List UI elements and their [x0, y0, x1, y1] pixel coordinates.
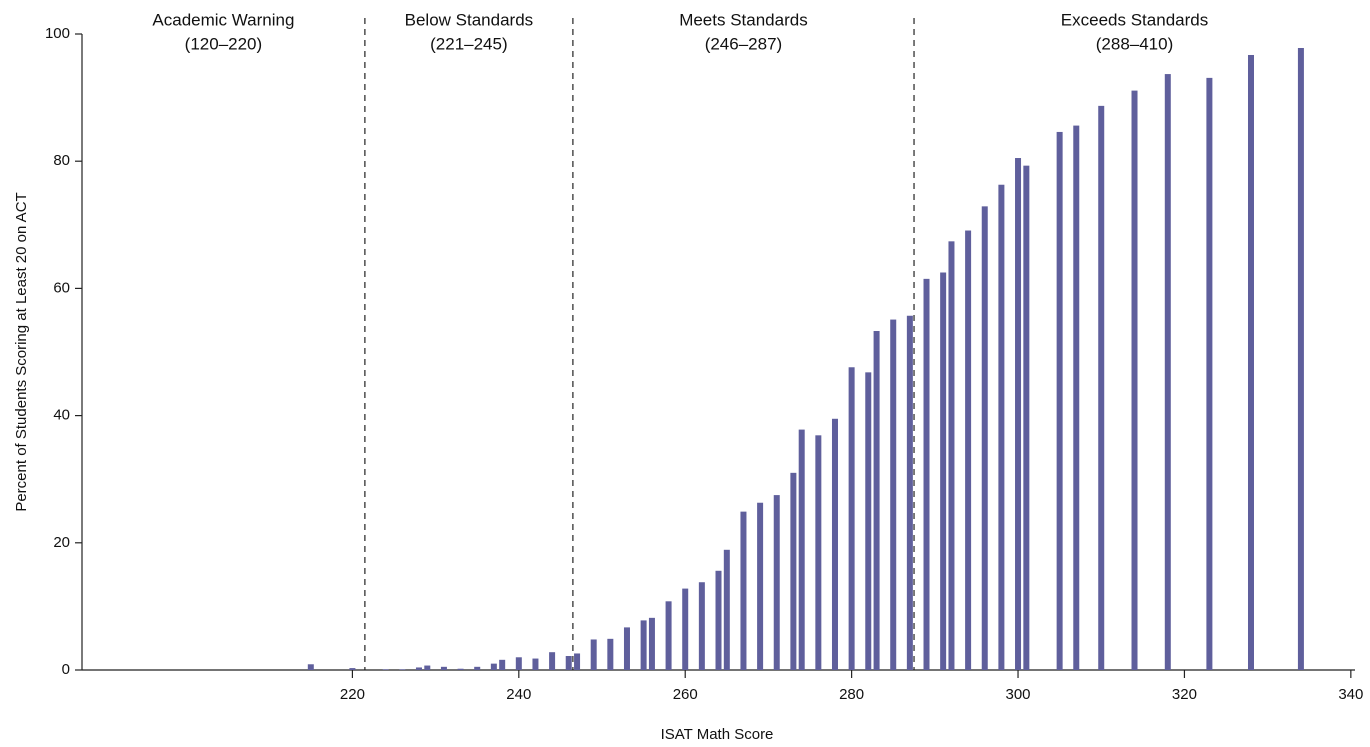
bar	[490, 663, 497, 670]
bar	[607, 638, 614, 670]
bar	[1247, 54, 1254, 671]
bar	[798, 429, 805, 670]
x-tick-label: 260	[673, 686, 698, 703]
band-label: Academic Warning	[152, 10, 294, 29]
bar	[1164, 74, 1171, 671]
bar	[457, 668, 464, 670]
bar	[682, 588, 689, 670]
y-tick-label: 20	[53, 534, 70, 551]
bar	[532, 658, 539, 670]
bar	[424, 665, 431, 670]
x-tick-label: 300	[1006, 686, 1031, 703]
bar	[474, 666, 481, 670]
bar	[623, 627, 630, 670]
bar	[440, 666, 447, 670]
bar	[1056, 131, 1063, 671]
bar	[1098, 105, 1105, 671]
band-range: (288–410)	[1096, 34, 1174, 53]
bar	[549, 652, 556, 670]
bar	[382, 669, 389, 670]
bar	[948, 241, 955, 670]
bar	[890, 319, 897, 670]
bar	[757, 502, 764, 670]
bar	[965, 230, 972, 671]
bar	[815, 435, 822, 670]
bar	[740, 511, 747, 670]
bar	[574, 653, 581, 670]
bar	[640, 620, 647, 670]
bar	[998, 184, 1005, 670]
x-tick-label: 320	[1172, 686, 1197, 703]
x-axis-title: ISAT Math Score	[661, 726, 774, 743]
band-range: (221–245)	[430, 34, 508, 53]
bar	[399, 669, 406, 670]
y-tick-label: 40	[53, 407, 70, 424]
bar	[307, 664, 314, 670]
x-tick-label: 280	[839, 686, 864, 703]
y-tick-label: 80	[53, 152, 70, 169]
bar	[565, 656, 572, 670]
bar	[415, 667, 422, 670]
bar	[1073, 125, 1080, 671]
x-tick-label: 220	[340, 686, 365, 703]
y-tick-label: 100	[45, 25, 70, 42]
bar	[1297, 47, 1304, 670]
bar	[923, 278, 930, 670]
bar	[665, 601, 672, 670]
bar	[1015, 158, 1022, 670]
bar	[515, 657, 522, 670]
x-tick-label: 240	[506, 686, 531, 703]
bar	[906, 315, 913, 670]
bar	[499, 659, 506, 670]
band-label: Exceeds Standards	[1061, 10, 1208, 29]
band-range: (246–287)	[705, 34, 783, 53]
bar	[865, 372, 872, 670]
y-tick-label: 60	[53, 279, 70, 296]
bar	[773, 495, 780, 670]
bar	[723, 549, 730, 670]
bar	[349, 668, 356, 670]
bar	[981, 206, 988, 670]
bar	[648, 617, 655, 670]
bar	[698, 582, 705, 670]
y-axis-title: Percent of Students Scoring at Least 20 …	[13, 192, 30, 511]
band-label: Meets Standards	[679, 10, 808, 29]
bar	[1023, 165, 1030, 671]
bar	[1131, 90, 1138, 670]
bar	[873, 331, 880, 670]
x-tick-label: 340	[1338, 686, 1363, 703]
band-label: Below Standards	[405, 10, 534, 29]
bar	[790, 472, 797, 670]
bar	[590, 639, 597, 670]
bar	[715, 570, 722, 670]
bar	[848, 367, 855, 670]
bar	[1206, 77, 1213, 670]
bar	[831, 418, 838, 670]
bar	[940, 272, 947, 670]
band-range: (120–220)	[185, 34, 263, 53]
y-tick-label: 0	[62, 661, 70, 678]
